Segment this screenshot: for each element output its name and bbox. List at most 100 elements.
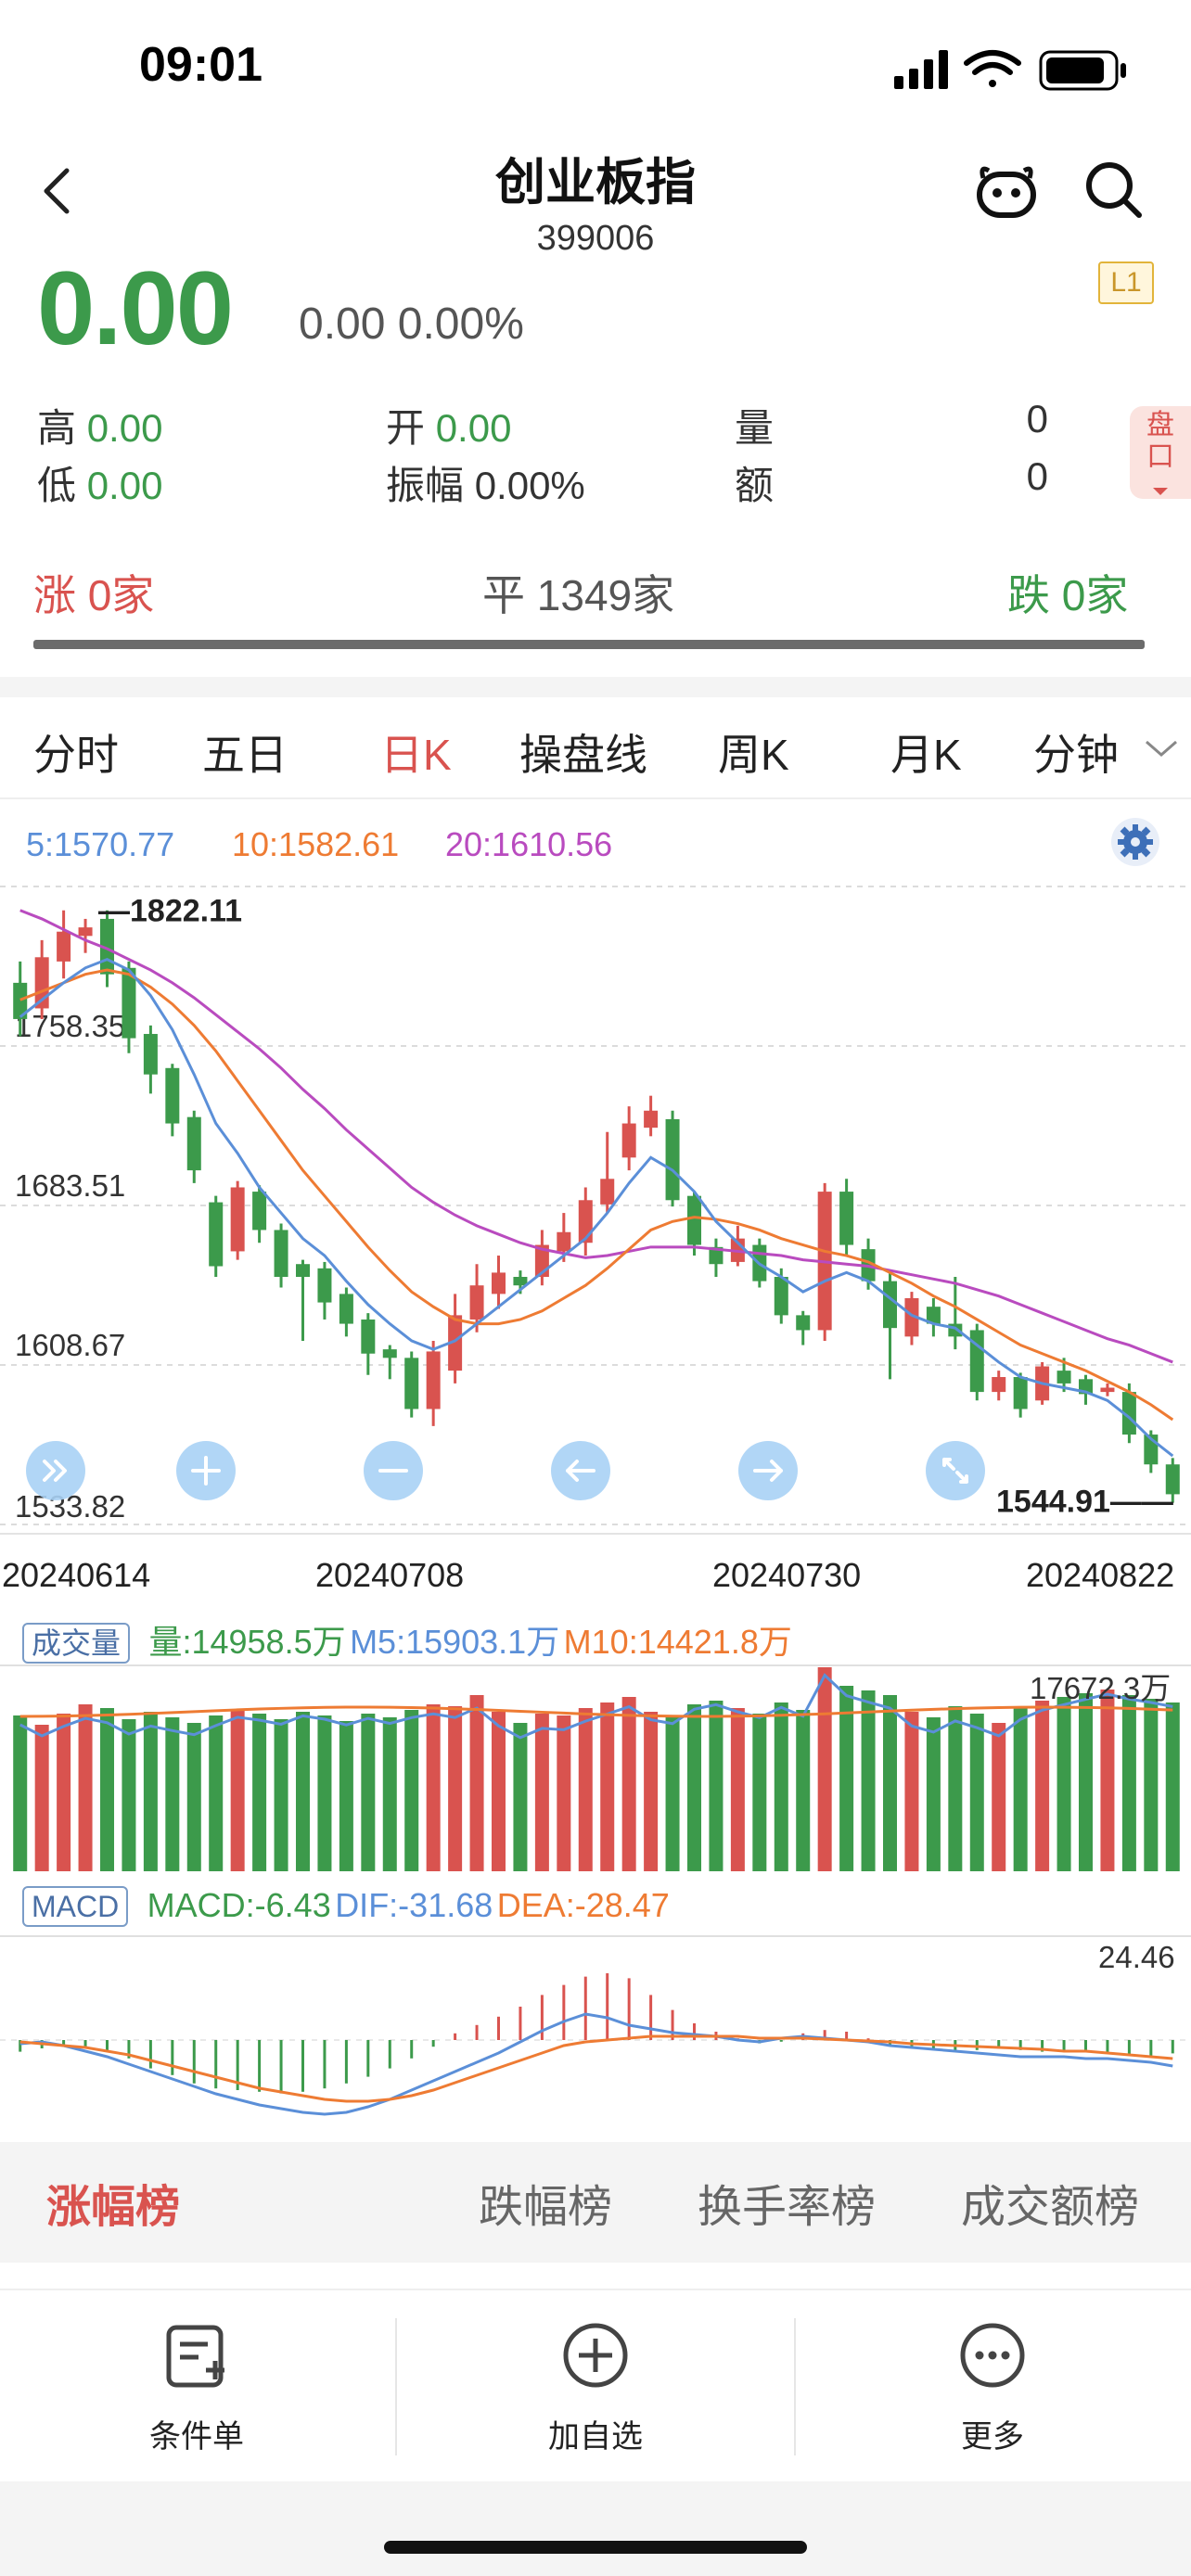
volume-bar	[448, 1706, 463, 1871]
candle-body	[274, 1230, 288, 1278]
y-tick-label: 1683.51	[15, 1168, 125, 1203]
volume-bar	[295, 1712, 311, 1871]
volume-bar	[948, 1706, 963, 1871]
volume-bar	[317, 1715, 332, 1871]
fast-forward-icon[interactable]	[26, 1441, 85, 1500]
volume-bar	[1035, 1701, 1050, 1871]
volume-max-label: 17672.3万	[1030, 1671, 1171, 1705]
volume-title[interactable]: 成交量	[22, 1623, 131, 1664]
macd-chart[interactable]: 24.46	[0, 1932, 1191, 2142]
search-icon[interactable]	[1083, 159, 1145, 221]
robot-assistant-icon[interactable]	[974, 161, 1039, 221]
battery-icon	[1039, 50, 1126, 91]
toolbar-label: 条件单	[149, 2419, 244, 2455]
volume-bar	[839, 1686, 854, 1871]
volume-bar	[709, 1701, 724, 1871]
stat-value: 0.00	[86, 406, 163, 450]
chevron-down-icon[interactable]	[1143, 736, 1180, 760]
more-icon	[960, 2323, 1025, 2388]
candlestick-chart[interactable]: 1833.201758.351683.511608.671533.82—1822…	[0, 881, 1191, 1549]
volume-bar	[274, 1719, 288, 1871]
expand-icon[interactable]	[926, 1441, 985, 1500]
caret-down-icon	[1153, 488, 1168, 495]
add-watchlist-button[interactable]: 加自选	[456, 2318, 735, 2457]
dea-value: DEA:-28.47	[496, 1886, 670, 1924]
macd-title[interactable]: MACD	[22, 1886, 129, 1927]
volume-bar	[665, 1717, 680, 1871]
volume-bar	[817, 1667, 832, 1871]
volume-bar	[13, 1715, 28, 1871]
volume-bar	[1165, 1702, 1180, 1871]
section-divider	[0, 677, 1191, 697]
ranking-gainers[interactable]: 涨幅榜	[46, 2183, 181, 2232]
conditional-order-button[interactable]: 条件单	[58, 2318, 336, 2457]
zoom-out-icon[interactable]	[364, 1441, 423, 1500]
candle-body	[295, 1264, 311, 1278]
candle-body	[839, 1192, 854, 1245]
breadth-down: 跌 0家	[1007, 571, 1129, 619]
macd-max-label: 24.46	[1098, 1940, 1175, 1974]
volume-legend: 成交量 量:14958.5万 M5:15903.1万 M10:14421.8万	[22, 1615, 792, 1664]
volume-bar	[339, 1721, 353, 1871]
candle-body	[165, 1067, 180, 1124]
candle-body	[1100, 1387, 1115, 1393]
volume-m5-line	[19, 1673, 1173, 1740]
arrow-left-icon[interactable]	[551, 1441, 610, 1500]
tab-intraday[interactable]: 分时	[33, 731, 119, 779]
stat-high: 高 0.00	[37, 397, 162, 453]
arrow-right-icon[interactable]	[738, 1441, 798, 1500]
volume-bar	[513, 1723, 528, 1871]
volume-bar	[1057, 1697, 1071, 1871]
candle-body	[78, 927, 93, 937]
breadth-flat: 平 1349家	[482, 571, 675, 619]
document-edit-icon	[166, 2325, 224, 2388]
volume-chart[interactable]: 17672.3万	[0, 1662, 1191, 1875]
change-value: 0.00	[299, 300, 386, 349]
candle-body	[709, 1246, 724, 1265]
price-change: 0.00 0.00%	[299, 299, 524, 350]
tab-monthly-k[interactable]: 月K	[890, 731, 962, 779]
more-button[interactable]: 更多	[853, 2318, 1132, 2457]
y-tick-label: 1758.35	[15, 1009, 125, 1043]
volume-value: 量:14958.5万	[148, 1623, 346, 1661]
gear-icon[interactable]	[1109, 816, 1161, 868]
candle-body	[578, 1200, 593, 1243]
tab-minute[interactable]: 分钟	[1033, 731, 1119, 779]
home-indicator[interactable]	[384, 2541, 807, 2554]
volume-bar	[143, 1712, 158, 1871]
ranking-turnover[interactable]: 换手率榜	[698, 2183, 877, 2232]
volume-bar	[382, 1717, 397, 1871]
ranking-bar	[0, 2142, 1191, 2263]
zoom-in-icon[interactable]	[176, 1441, 236, 1500]
order-book-label: 盘口	[1146, 410, 1174, 472]
stat-volume-label: 量	[735, 406, 775, 450]
volume-bar	[752, 1714, 767, 1871]
stat-open: 开 0.00	[386, 397, 511, 453]
wifi-icon	[964, 50, 1021, 87]
volume-bar	[1121, 1695, 1136, 1871]
signal-icon	[894, 50, 948, 89]
volume-bar	[252, 1714, 267, 1871]
status-time: 09:01	[139, 38, 263, 92]
volume-bar	[34, 1725, 49, 1871]
volume-bar	[969, 1714, 984, 1871]
back-icon[interactable]	[33, 165, 85, 217]
candle-body	[143, 1034, 158, 1075]
ranking-amount[interactable]: 成交额榜	[961, 2183, 1140, 2232]
level-badge[interactable]: L1	[1098, 261, 1154, 304]
candle-body	[926, 1307, 941, 1324]
volume-bar	[926, 1717, 941, 1871]
order-book-tab[interactable]: 盘口	[1130, 406, 1191, 499]
breadth-up: 涨 0家	[33, 571, 155, 619]
volume-m5: M5:15903.1万	[350, 1623, 560, 1661]
toolbar-divider	[0, 2289, 1191, 2290]
ranking-losers[interactable]: 跌幅榜	[479, 2183, 613, 2232]
volume-bar	[882, 1695, 898, 1871]
tab-daily-k[interactable]: 日K	[380, 731, 452, 779]
volume-bar	[209, 1715, 224, 1871]
dea-line	[19, 2034, 1173, 2103]
volume-bar	[404, 1710, 419, 1871]
tab-five-day[interactable]: 五日	[202, 731, 288, 779]
tab-weekly-k[interactable]: 周K	[718, 731, 789, 779]
tab-trade-line[interactable]: 操盘线	[519, 731, 647, 779]
